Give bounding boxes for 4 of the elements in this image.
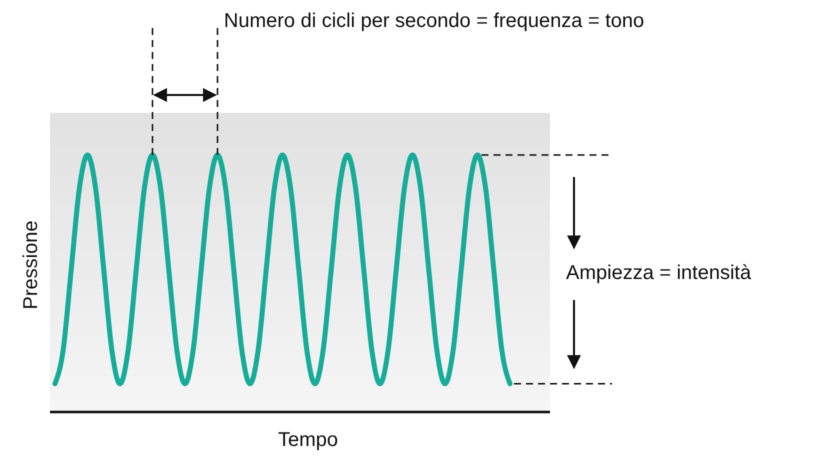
x-axis-title: Tempo: [278, 429, 338, 451]
text: Ampiezza = intensità: [566, 262, 752, 284]
text: Numero di cicli per secondo = frequenza = tono: [224, 10, 644, 32]
y-axis-title: Pressione: [20, 220, 42, 310]
